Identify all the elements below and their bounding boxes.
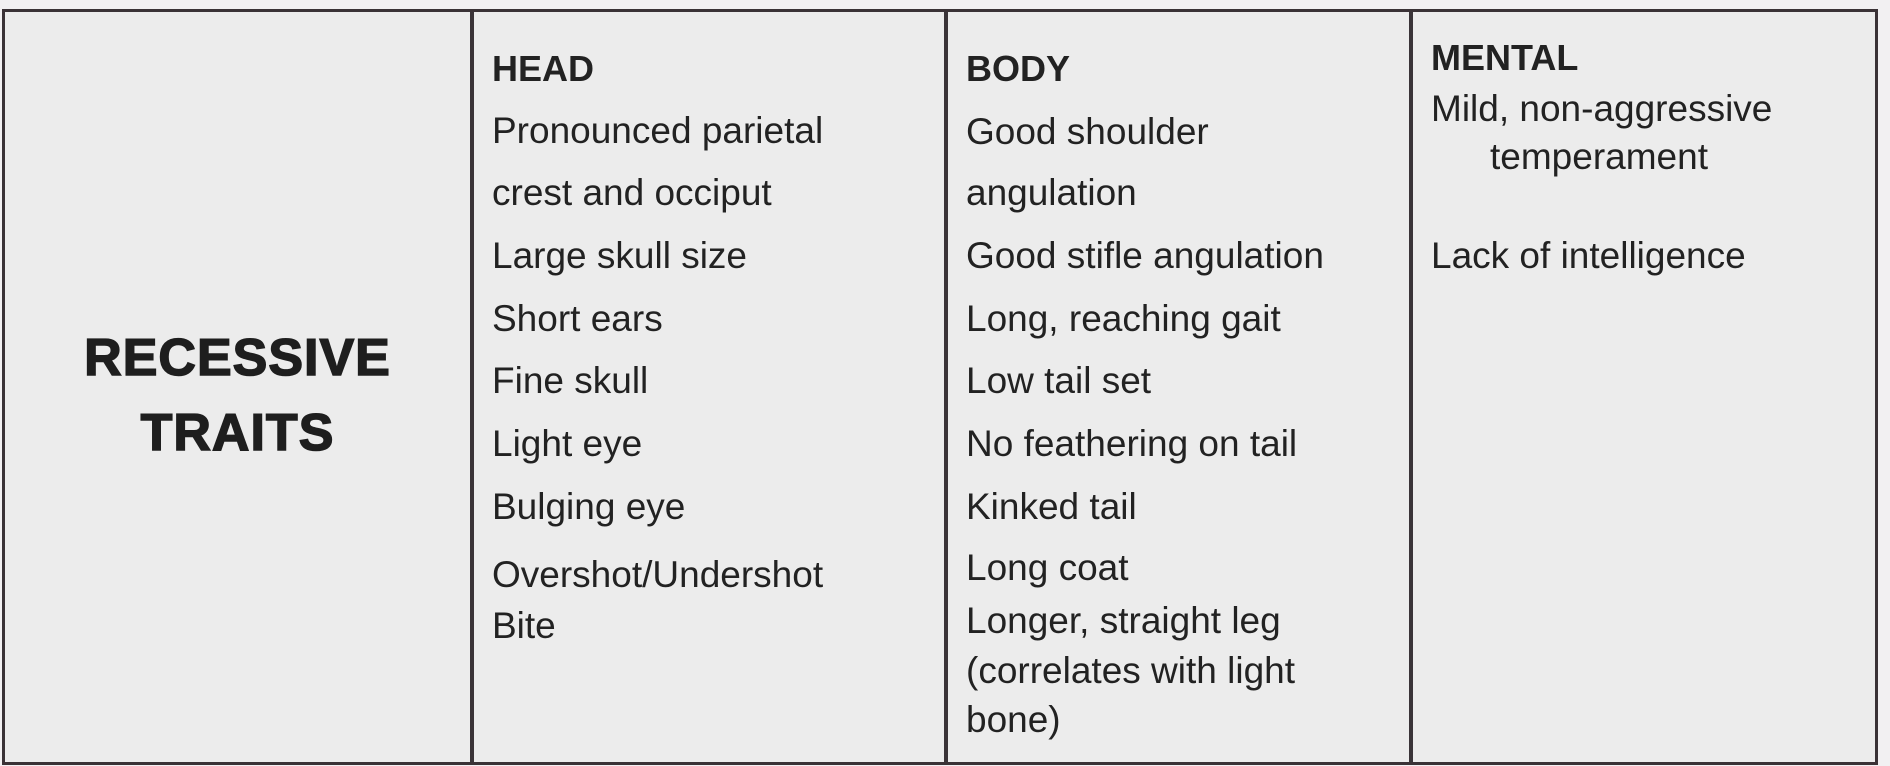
head-trait: Bulging eye [492, 486, 686, 527]
body-trait: Good stifle angulation [966, 235, 1324, 276]
mental-trait: Lack of intelligence [1431, 235, 1746, 276]
recessive-traits-table: RECESSIVE TRAITS HEAD Pronounced parieta… [2, 9, 1878, 765]
column-divider [470, 12, 474, 762]
body-trait: Low tail set [966, 360, 1152, 401]
row-label-line-1: RECESSIVE [83, 328, 391, 388]
body-trait: (correlates with light [966, 650, 1296, 691]
body-trait: angulation [966, 172, 1137, 213]
body-trait: bone) [966, 699, 1061, 740]
head-trait: Large skull size [492, 235, 748, 276]
column-divider [1409, 12, 1413, 762]
body-trait: Good shoulder [966, 111, 1209, 152]
head-trait: Overshot/Undershot [492, 554, 824, 595]
mental-heading: MENTAL [1431, 37, 1579, 78]
body-trait: Longer, straight leg [966, 600, 1281, 641]
mental-trait: temperament [1490, 136, 1708, 177]
row-label-line-2: TRAITS [140, 403, 335, 463]
body-trait: Long, reaching gait [966, 298, 1281, 339]
head-trait: crest and occiput [492, 172, 772, 213]
body-trait: No feathering on tail [966, 423, 1298, 464]
body-trait: Long coat [966, 547, 1129, 588]
head-trait: Fine skull [492, 360, 649, 401]
head-heading: HEAD [492, 48, 595, 89]
mental-trait: Mild, non-aggressive [1431, 88, 1773, 129]
head-trait: Bite [492, 605, 556, 646]
head-trait: Light eye [492, 423, 643, 464]
head-trait: Short ears [492, 298, 663, 339]
body-trait: Kinked tail [966, 486, 1137, 527]
column-divider [944, 12, 948, 762]
head-trait: Pronounced parietal [492, 110, 824, 151]
body-heading: BODY [966, 48, 1071, 89]
